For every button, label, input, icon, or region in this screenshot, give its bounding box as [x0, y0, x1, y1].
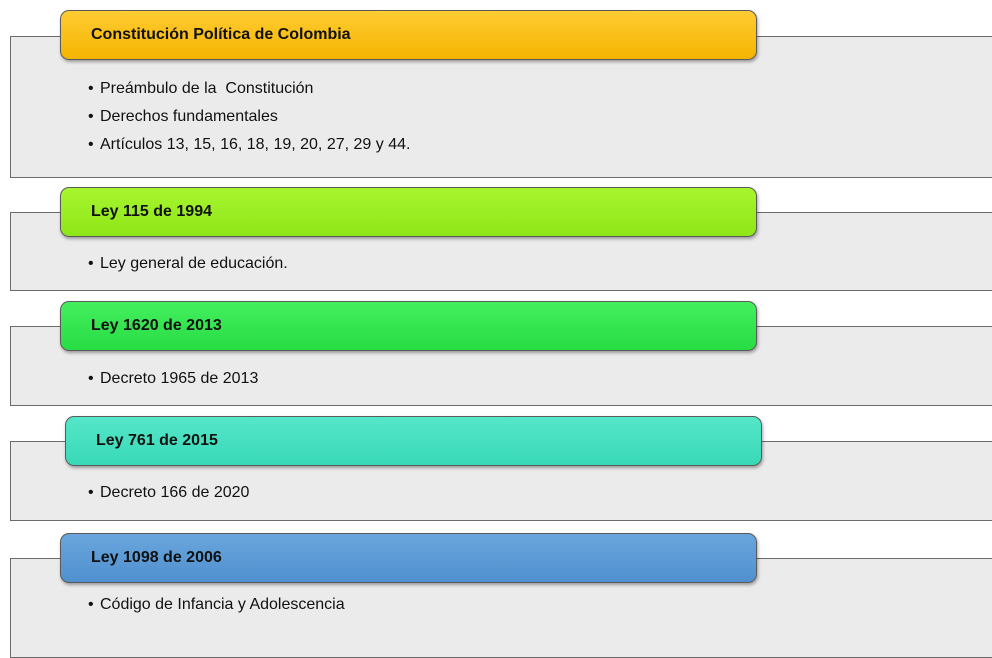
bullet: • [88, 108, 94, 125]
section-title: Constitución Política de Colombia [91, 26, 351, 43]
item-text: Código de Infancia y Adolescencia [100, 596, 345, 613]
item-text: Ley general de educación. [100, 255, 288, 272]
bullet: • [88, 484, 94, 501]
section-header: Ley 1098 de 2006 [60, 533, 757, 583]
bullet: • [88, 370, 94, 387]
bullet-item: • Artículos 13, 15, 16, 18, 19, 20, 27, 2… [88, 136, 410, 154]
section-header: Ley 761 de 2015 [65, 416, 762, 466]
bullet-item: • Decreto 1965 de 2013 [88, 370, 258, 388]
section-title: Ley 1620 de 2013 [91, 317, 222, 334]
section-header: Ley 1620 de 2013 [60, 301, 757, 351]
bullet-item: • Decreto 166 de 2020 [88, 484, 249, 502]
section-header: Constitución Política de Colombia [60, 10, 757, 60]
bullet: • [88, 255, 94, 272]
bullet-item: • Derechos fundamentales [88, 108, 278, 126]
item-text: Decreto 166 de 2020 [100, 484, 250, 501]
bullet: • [88, 136, 94, 153]
section-title: Ley 761 de 2015 [96, 432, 218, 449]
item-text: Artículos 13, 15, 16, 18, 19, 20, 27, 29… [100, 136, 411, 153]
section-title: Ley 115 de 1994 [91, 203, 212, 220]
item-text: Preámbulo de la Constitución [100, 80, 314, 97]
section-title: Ley 1098 de 2006 [91, 549, 222, 566]
page: {"sections": [ {"title": "Constitución P… [10, 10, 992, 658]
bullet-item: • Ley general de educación. [88, 255, 288, 273]
bullet-item: • Preámbulo de la Constitución [88, 80, 313, 98]
bullet: • [88, 80, 94, 97]
item-text: Derechos fundamentales [100, 108, 278, 125]
bullet-item: • Código de Infancia y Adolescencia [88, 596, 345, 614]
section-header: Ley 115 de 1994 [60, 187, 757, 237]
item-text: Decreto 1965 de 2013 [100, 370, 259, 387]
bullet: • [88, 596, 94, 613]
